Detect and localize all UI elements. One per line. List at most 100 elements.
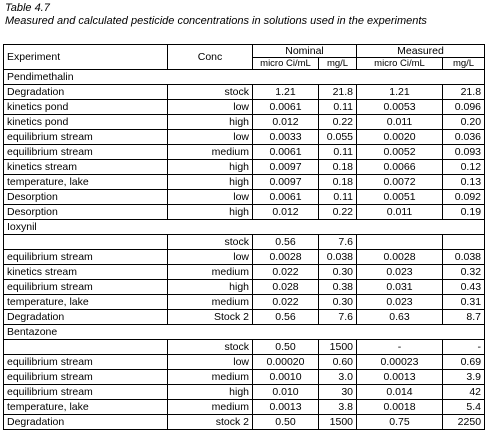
nominal-ci-cell: 0.50 xyxy=(252,414,319,430)
experiment-cell: equilibrium stream xyxy=(3,384,168,400)
conc-header: Conc xyxy=(167,44,253,70)
table-row: temperature, lake high 0.0097 0.18 0.0072 0.1… xyxy=(3,174,486,190)
table-row: equilibrium stream low 0.0033 0.055 0.0020 0.… xyxy=(3,129,486,145)
conc-cell: stock xyxy=(167,339,253,355)
nominal-mg-cell: 30 xyxy=(317,384,358,400)
table-caption: Measured and calculated pesticide concen… xyxy=(5,15,427,27)
measured-mg-cell: - xyxy=(442,339,486,355)
conc-cell: medium xyxy=(167,399,253,415)
measured-mg-cell: 0.32 xyxy=(442,264,486,280)
table-row: Desorption high 0.012 0.22 0.011 0.19 xyxy=(3,204,486,220)
conc-cell: high xyxy=(167,159,253,175)
table-body: Experiment Conc Nominal Measured micro C… xyxy=(2,44,486,430)
conc-cell: high xyxy=(167,204,253,220)
unit-nominal-ci: micro Ci/mL xyxy=(252,57,319,70)
nominal-ci-cell: 0.010 xyxy=(252,384,319,400)
measured-mg-cell: 0.43 xyxy=(442,279,486,295)
measured-mg-cell: 0.038 xyxy=(442,249,486,265)
group-row: Ioxynil xyxy=(2,219,486,235)
measured-ci-cell: 0.0051 xyxy=(356,189,444,205)
experiment-cell xyxy=(3,234,168,250)
measured-ci-cell: 0.0052 xyxy=(356,144,444,160)
experiment-cell: equilibrium stream xyxy=(3,354,168,370)
nominal-mg-cell: 21.8 xyxy=(317,84,358,100)
measured-mg-cell: 2250 xyxy=(442,414,486,430)
nominal-ci-cell: 0.012 xyxy=(252,204,319,220)
conc-cell: high xyxy=(167,114,253,130)
unit-measured-mg: mg/L xyxy=(442,57,486,70)
nominal-mg-cell: 0.11 xyxy=(317,144,358,160)
group-row: Bentazone xyxy=(2,324,486,340)
experiment-cell: Degradation xyxy=(3,414,168,430)
measured-ci-cell xyxy=(356,234,444,250)
nominal-mg-cell: 3.8 xyxy=(317,399,358,415)
nominal-ci-cell: 0.0061 xyxy=(252,144,319,160)
nominal-mg-cell: 1500 xyxy=(317,414,358,430)
conc-cell: stock xyxy=(167,84,253,100)
table-row: equilibrium stream medium 0.0061 0.11 0.0052… xyxy=(3,144,486,160)
experiment-cell: Desorption xyxy=(3,189,168,205)
nominal-ci-cell: 0.022 xyxy=(252,294,319,310)
measured-ci-cell: 0.0053 xyxy=(356,99,444,115)
measured-mg-cell: 0.092 xyxy=(442,189,486,205)
conc-cell: medium xyxy=(167,294,253,310)
conc-cell: stock 2 xyxy=(167,414,253,430)
nominal-ci-cell: 0.022 xyxy=(252,264,319,280)
table-row: Degradation stock 2 0.50 1500 0.75 2250 xyxy=(3,414,486,430)
nominal-ci-cell: 0.56 xyxy=(252,309,319,325)
nominal-ci-cell: 0.0097 xyxy=(252,174,319,190)
nominal-ci-cell: 0.00020 xyxy=(252,354,319,370)
unit-nominal-mg: mg/L xyxy=(317,57,358,70)
measured-mg-cell: 0.19 xyxy=(442,204,486,220)
conc-cell: Stock 2 xyxy=(167,309,253,325)
concentration-table: Experiment Conc Nominal Measured micro C… xyxy=(2,44,486,430)
nominal-mg-cell: 0.60 xyxy=(317,354,358,370)
measured-ci-cell: 0.014 xyxy=(356,384,444,400)
nominal-mg-cell: 7.6 xyxy=(317,234,358,250)
table-row: kinetics pond low 0.0061 0.11 0.0053 0.096 xyxy=(3,99,486,115)
conc-cell: low xyxy=(167,129,253,145)
nominal-ci-cell: 0.012 xyxy=(252,114,319,130)
nominal-header: Nominal xyxy=(251,44,358,58)
unit-measured-ci: micro Ci/mL xyxy=(356,57,444,70)
table-row: Degradation stock 1.21 21.8 1.21 21.8 xyxy=(3,84,486,100)
measured-ci-cell: - xyxy=(356,339,444,355)
experiment-cell: kinetics stream xyxy=(3,159,168,175)
table-row: stock 0.50 1500- - xyxy=(3,339,486,355)
measured-ci-cell: 0.63 xyxy=(356,309,444,325)
experiment-cell: equilibrium stream xyxy=(3,249,168,265)
measured-ci-cell: 1.21 xyxy=(356,84,444,100)
conc-cell: low xyxy=(167,354,253,370)
group-name: Pendimethalin xyxy=(2,69,486,85)
group-row: Pendimethalin xyxy=(2,69,486,85)
conc-cell: low xyxy=(167,249,253,265)
nominal-ci-cell: 0.0033 xyxy=(252,129,319,145)
experiment-cell: equilibrium stream xyxy=(3,144,168,160)
units-row: micro Ci/mL mg/L micro Ci/mL mg/L xyxy=(4,57,486,70)
measured-mg-cell xyxy=(442,234,486,250)
nominal-mg-cell: 0.038 xyxy=(317,249,358,265)
nominal-mg-cell: 0.18 xyxy=(317,159,358,175)
group-name: Ioxynil xyxy=(2,219,486,235)
conc-cell: low xyxy=(167,189,253,205)
nominal-ci-cell: 1.21 xyxy=(252,84,319,100)
experiment-cell xyxy=(3,339,168,355)
table-row: kinetics stream medium 0.022 0.30 0.023 0.32 xyxy=(3,264,486,280)
nominal-mg-cell: 0.18 xyxy=(317,174,358,190)
nominal-ci-cell: 0.0061 xyxy=(252,99,319,115)
nominal-mg-cell: 0.22 xyxy=(317,204,358,220)
measured-mg-cell: 3.9 xyxy=(442,369,486,385)
table-number: Table 4.7 xyxy=(5,2,50,14)
table-row: temperature, lake medium 0.022 0.30 0.023 0.3… xyxy=(3,294,486,310)
measured-ci-cell: 0.0028 xyxy=(356,249,444,265)
measured-mg-cell: 21.8 xyxy=(442,84,486,100)
experiment-cell: Degradation xyxy=(3,309,168,325)
nominal-mg-cell: 0.11 xyxy=(317,189,358,205)
conc-cell: medium xyxy=(167,144,253,160)
conc-cell: medium xyxy=(167,369,253,385)
measured-mg-cell: 0.69 xyxy=(442,354,486,370)
nominal-ci-cell: 0.0013 xyxy=(252,399,319,415)
table-row: equilibrium stream medium 0.0010 3.0 0.0013 3… xyxy=(3,369,486,385)
experiment-cell: Degradation xyxy=(3,84,168,100)
measured-mg-cell: 0.13 xyxy=(442,174,486,190)
